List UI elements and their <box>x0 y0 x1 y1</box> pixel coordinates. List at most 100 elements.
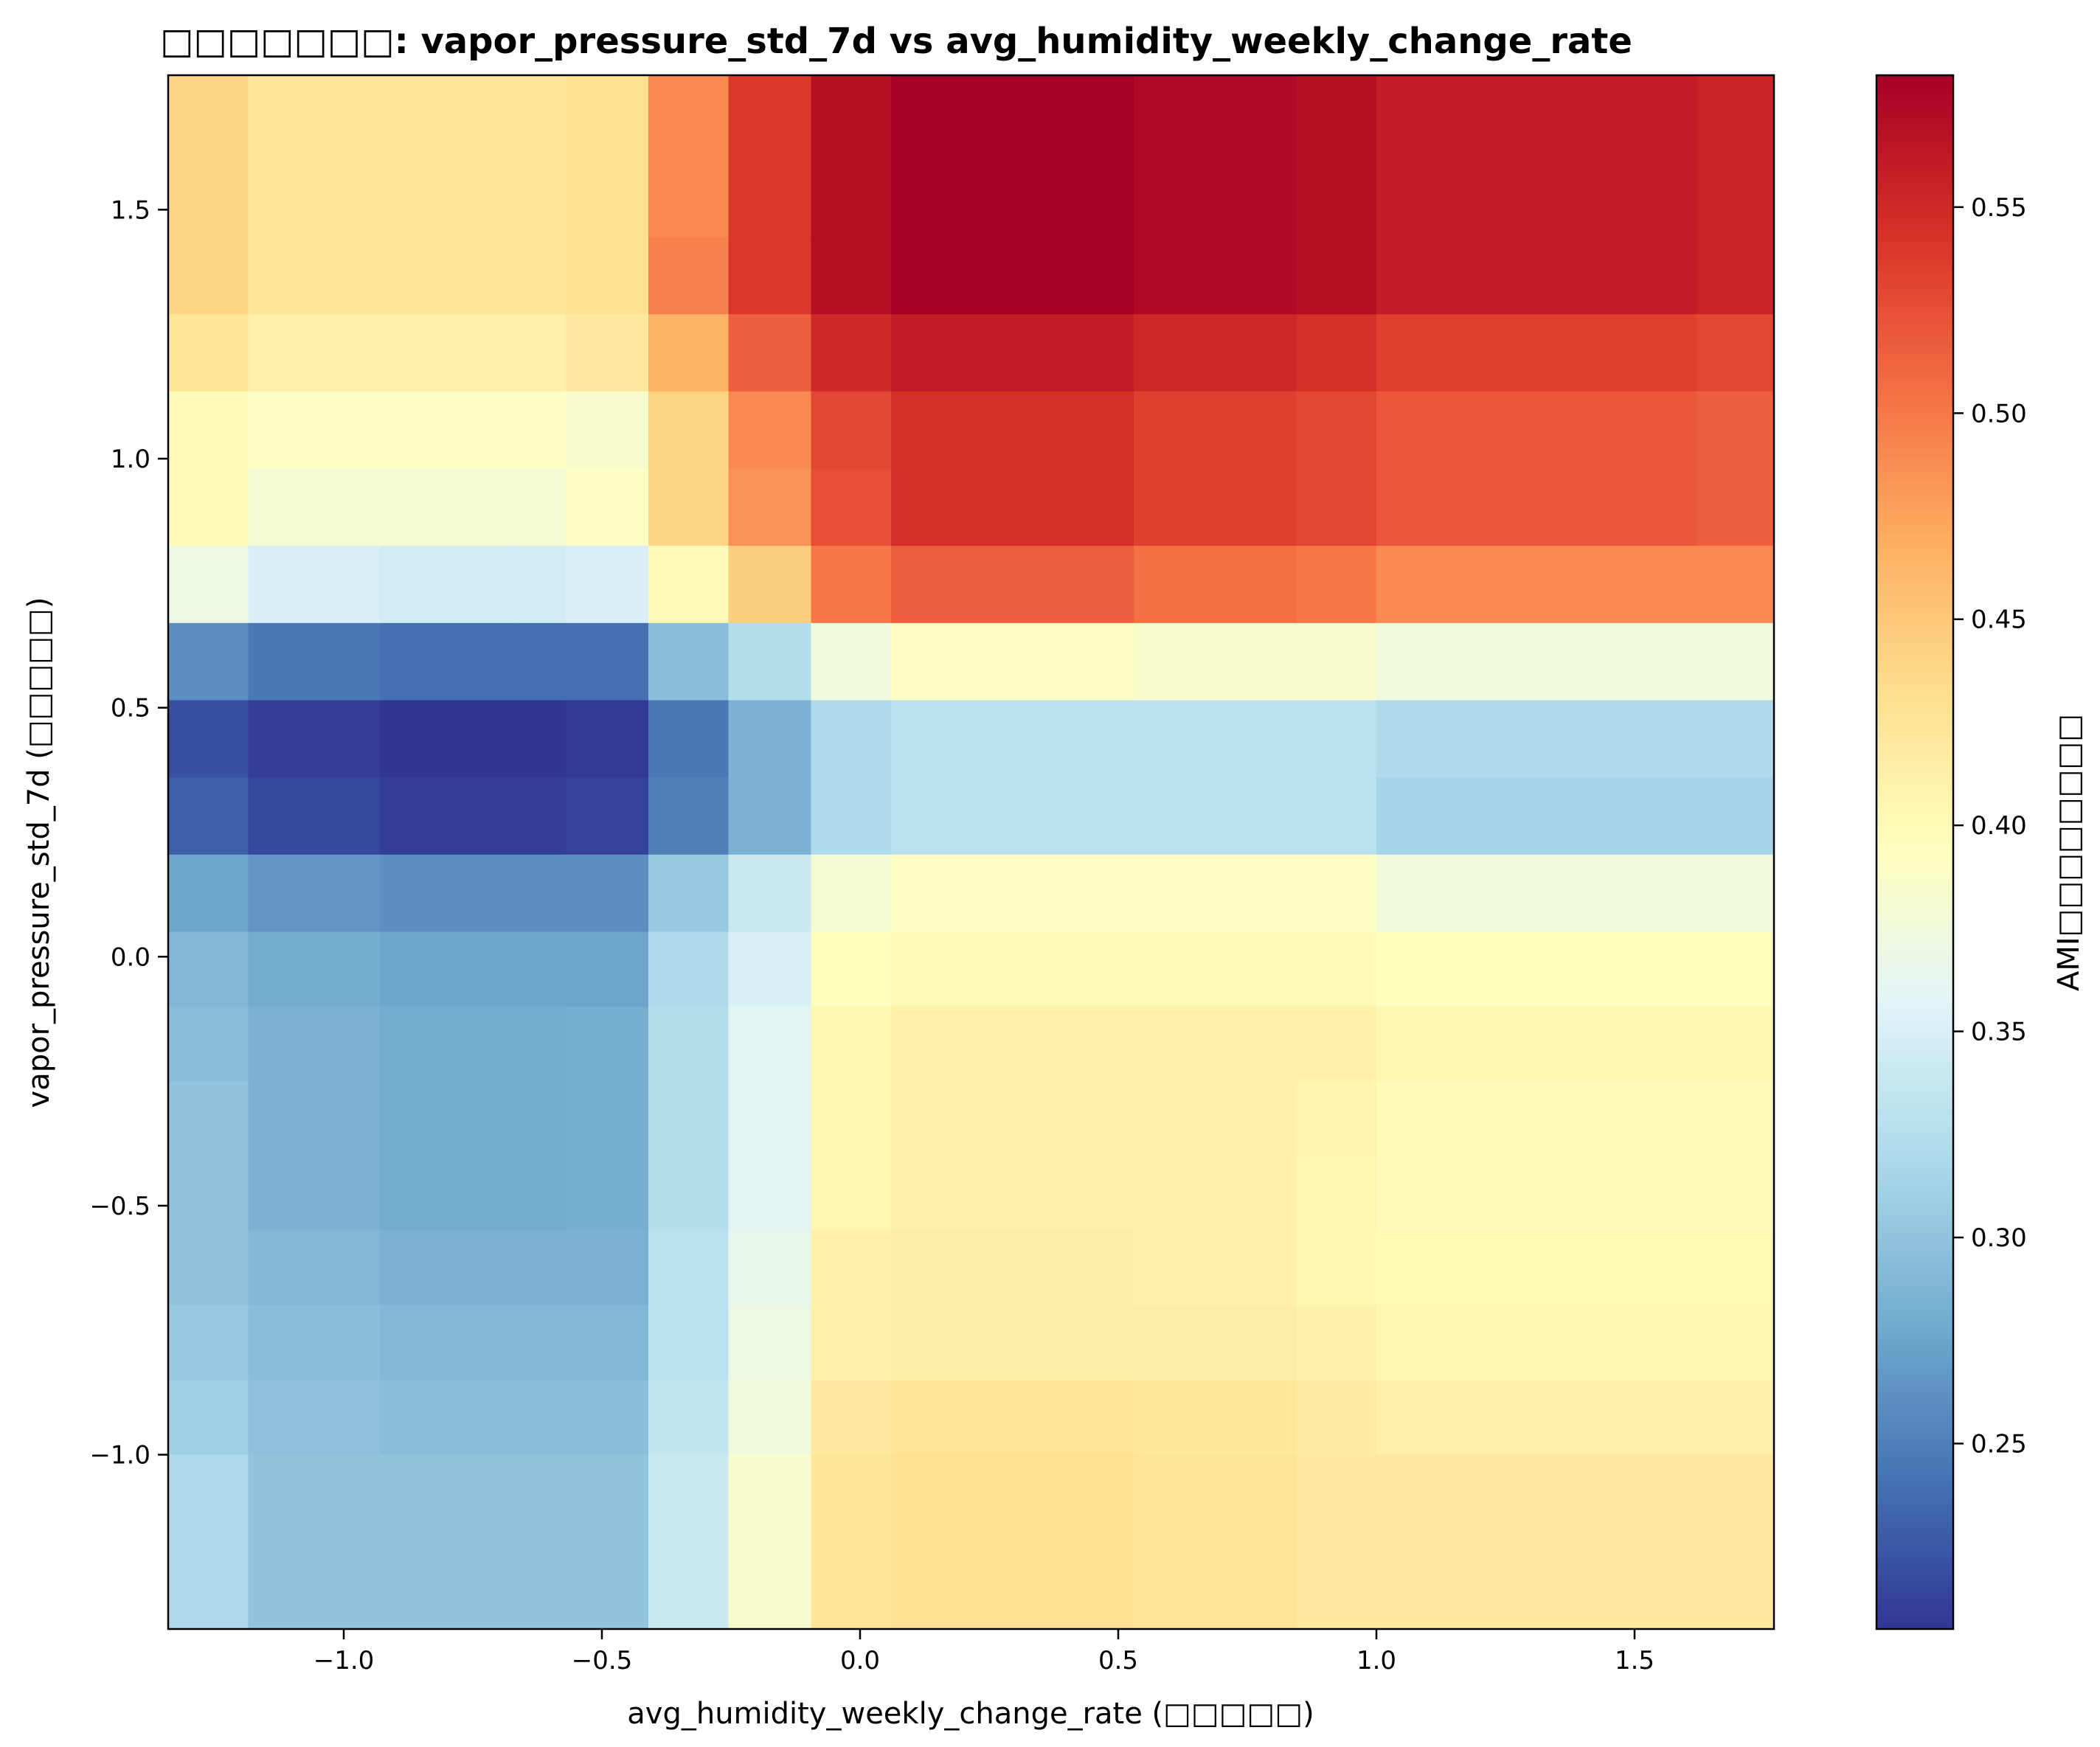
x-tick-label: −1.0 <box>313 1646 375 1675</box>
heatmap-cell <box>1536 314 1618 392</box>
heatmap-cell <box>248 1081 381 1157</box>
heatmap-cell <box>1296 159 1377 238</box>
heatmap-cell <box>1536 854 1618 933</box>
heatmap-cell <box>891 1081 972 1157</box>
heatmap-cell <box>1456 546 1537 624</box>
heatmap-cell <box>1296 391 1377 470</box>
heatmap-cell <box>1296 1230 1377 1306</box>
heatmap-cell <box>811 777 892 855</box>
heatmap-cell <box>248 1454 381 1630</box>
heatmap-cell <box>168 546 249 624</box>
heatmap-cell <box>566 622 649 701</box>
heatmap-cell <box>811 546 892 624</box>
heatmap-cell <box>1536 622 1618 701</box>
colorbar-tick-label: 0.50 <box>1971 399 2027 428</box>
heatmap-cell <box>811 159 892 238</box>
heatmap-cell <box>1134 622 1217 701</box>
x-tick-label: −0.5 <box>572 1646 633 1675</box>
heatmap-cell <box>648 1230 730 1306</box>
heatmap-cell <box>1376 75 1458 161</box>
heatmap-cell <box>728 1305 812 1380</box>
heatmap-cell <box>1616 931 1697 1007</box>
heatmap-cell <box>1216 1081 1297 1157</box>
heatmap-cell <box>1616 1454 1697 1630</box>
heatmap-cell <box>566 314 649 392</box>
heatmap-cell <box>1296 622 1377 701</box>
heatmap-cell <box>168 75 249 161</box>
heatmap-cell <box>1376 159 1458 238</box>
colorbar-tick-label: 0.55 <box>1971 193 2027 223</box>
heatmap-cell <box>1536 1230 1618 1306</box>
heatmap-cell <box>1536 391 1618 470</box>
x-tick-label: 1.0 <box>1356 1646 1396 1675</box>
heatmap-cell <box>566 159 649 238</box>
heatmap-cell <box>891 75 972 161</box>
heatmap-cell <box>811 1305 892 1380</box>
heatmap-cell <box>1216 546 1297 624</box>
heatmap-cell <box>514 1380 566 1456</box>
y-tick-label: −1.0 <box>89 1441 150 1470</box>
heatmap-cell <box>971 1230 1052 1306</box>
heatmap-cell <box>1616 391 1697 470</box>
colorbar-tick-label: 0.45 <box>1971 605 2027 635</box>
heatmap-cell <box>971 1006 1052 1082</box>
heatmap-cell <box>1456 1305 1537 1380</box>
heatmap-cell <box>1134 1156 1217 1232</box>
heatmap-cell <box>648 468 730 546</box>
heatmap-cell <box>1697 1156 1775 1232</box>
heatmap-cell <box>1296 1006 1377 1082</box>
heatmap-cell <box>1134 546 1217 624</box>
heatmap-cell <box>971 700 1052 778</box>
heatmap-cell <box>1134 391 1217 470</box>
heatmap-cell <box>380 777 515 855</box>
heatmap-cell <box>1697 1380 1775 1456</box>
heatmap-cell <box>1697 1230 1775 1306</box>
x-axis: −1.0 −0.5 0.0 0.5 1.0 1.5 <box>313 1629 1654 1675</box>
heatmap-cell <box>1051 1230 1134 1306</box>
heatmap-cell <box>168 1230 249 1306</box>
heatmap-cell <box>1134 931 1217 1007</box>
heatmap-cell <box>728 931 812 1007</box>
heatmap-cell <box>380 391 515 470</box>
heatmap-cell <box>1051 391 1134 470</box>
heatmap-cell <box>648 159 730 238</box>
heatmap-cell <box>566 1156 649 1232</box>
x-tick-label: 0.0 <box>840 1646 880 1675</box>
heatmap-cell <box>380 700 515 778</box>
heatmap-cell <box>728 1230 812 1306</box>
heatmap-cell <box>648 391 730 470</box>
heatmap-cell <box>1536 700 1618 778</box>
colorbar-tick-label: 0.40 <box>1971 811 2027 841</box>
heatmap-cell <box>971 468 1052 546</box>
heatmap-cell <box>728 1156 812 1232</box>
heatmap-cell <box>514 1230 566 1306</box>
heatmap-cell <box>248 1156 381 1232</box>
heatmap-cell <box>971 1081 1052 1157</box>
heatmap-cell <box>248 237 381 315</box>
heatmap-cell <box>1296 1454 1377 1630</box>
heatmap-cell <box>1051 1380 1134 1456</box>
heatmap-cell <box>1697 75 1775 161</box>
heatmap-cell <box>1536 159 1618 238</box>
heatmap-cell <box>1216 700 1297 778</box>
heatmap-cell <box>248 546 381 624</box>
y-tick-label: 0.5 <box>111 694 150 723</box>
heatmap-cell <box>1536 777 1618 855</box>
heatmap-cell <box>514 1006 566 1082</box>
heatmap-cell <box>1616 854 1697 933</box>
heatmap-cell <box>1134 1454 1217 1630</box>
heatmap-cell <box>1216 622 1297 701</box>
heatmap-cell <box>1456 159 1537 238</box>
heatmap-cell <box>648 314 730 392</box>
heatmap-cell <box>648 1156 730 1232</box>
heatmap-cell <box>1616 237 1697 315</box>
heatmap-cell <box>1216 159 1297 238</box>
heatmap-cell <box>1134 237 1217 315</box>
heatmap-cell <box>1376 1081 1458 1157</box>
heatmap-cell <box>566 1081 649 1157</box>
heatmap-cell <box>1616 1380 1697 1456</box>
heatmap-cell <box>566 546 649 624</box>
heatmap-cell <box>971 1380 1052 1456</box>
heatmap-cell <box>1456 931 1537 1007</box>
